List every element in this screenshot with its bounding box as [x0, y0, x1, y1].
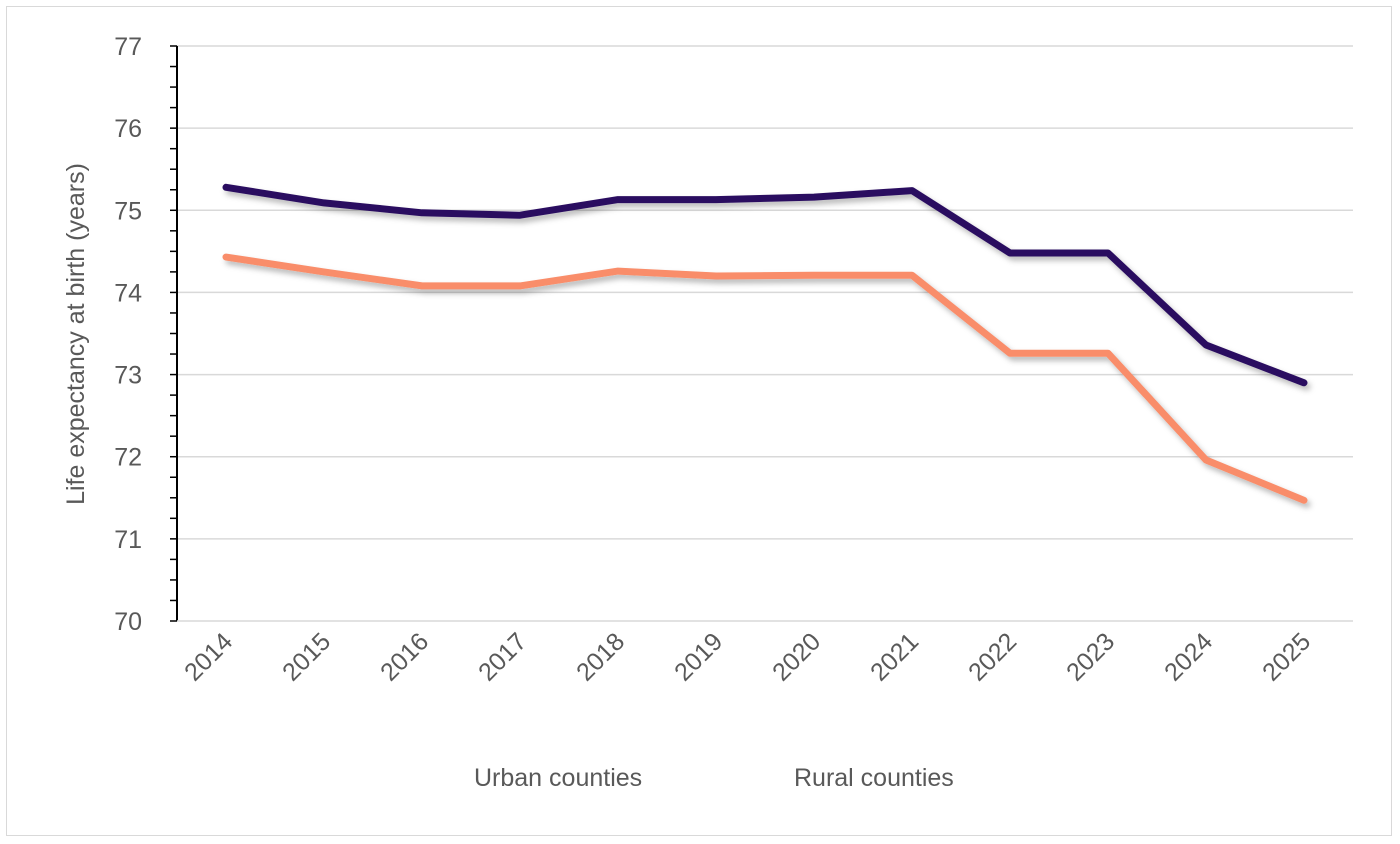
- series-line-urban-counties: [222, 183, 1308, 387]
- x-tick-label: 2023: [1061, 627, 1120, 686]
- legend-label: Rural counties: [794, 764, 954, 792]
- y-tick-label: 74: [114, 279, 142, 307]
- x-tick-label: 2020: [767, 627, 826, 686]
- x-tick-label: 2015: [277, 627, 336, 686]
- x-tick-label: 2016: [375, 627, 434, 686]
- x-tick-label: 2021: [865, 627, 924, 686]
- x-tick-label: 2022: [963, 627, 1022, 686]
- x-tick-label: 2019: [669, 627, 728, 686]
- y-tick-label: 72: [114, 444, 142, 472]
- y-tick-label: 75: [114, 197, 142, 225]
- y-tick-label: 70: [114, 608, 142, 636]
- x-tick-label: 2025: [1257, 627, 1316, 686]
- y-tick-label: 71: [114, 526, 142, 554]
- x-tick-label: 2017: [473, 627, 532, 686]
- x-tick-label: 2024: [1159, 627, 1218, 686]
- legend-label: Urban counties: [474, 764, 642, 792]
- series-line-rural-counties: [222, 253, 1308, 504]
- x-tick-label: 2014: [179, 627, 238, 686]
- y-tick-label: 73: [114, 362, 142, 390]
- y-axis-label: Life expectancy at birth (years): [62, 163, 90, 505]
- x-tick-label: 2018: [571, 627, 630, 686]
- chart-frame: [6, 6, 1392, 836]
- y-tick-label: 77: [114, 33, 142, 61]
- y-tick-label: 76: [114, 115, 142, 143]
